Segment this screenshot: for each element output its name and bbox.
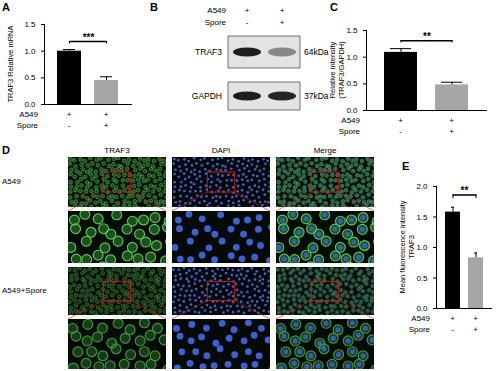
html-text:Mean fluorescence intensity TR: Mean fluorescence intensity TRAF3 xyxy=(398,200,416,294)
html-text:A: A xyxy=(2,1,10,13)
svg-text:0.5: 0.5 xyxy=(416,274,428,283)
html-text:D: D xyxy=(2,144,10,156)
html-text:A549: A549 xyxy=(411,314,430,323)
svg-text:1.5: 1.5 xyxy=(346,26,358,35)
svg-text:0.0: 0.0 xyxy=(24,100,36,109)
html-text:E: E xyxy=(402,160,410,172)
html-text:DAPI: DAPI xyxy=(211,146,231,155)
svg-text:**: ** xyxy=(423,31,431,42)
html-text:C: C xyxy=(330,1,338,13)
svg-text:1.5: 1.5 xyxy=(24,20,36,29)
svg-text:1.0: 1.0 xyxy=(24,47,36,56)
html-text:TRAF3 Relative mRNA: TRAF3 Relative mRNA xyxy=(6,25,15,103)
html-text:A549: A549 xyxy=(207,6,226,15)
svg-text:***: *** xyxy=(83,32,95,43)
html-text:Spore: Spore xyxy=(408,325,430,334)
svg-text:1.5: 1.5 xyxy=(416,213,428,222)
svg-text:**: ** xyxy=(461,185,469,196)
html-text:A549: A549 xyxy=(19,110,38,119)
html-text:Spore: Spore xyxy=(338,127,360,136)
html-text:A549+Spore: A549+Spore xyxy=(2,286,47,295)
html-text:Merge: Merge xyxy=(313,146,337,155)
svg-text:0.5: 0.5 xyxy=(24,73,36,82)
html-text:TRAF3: TRAF3 xyxy=(195,47,222,57)
svg-text:2.0: 2.0 xyxy=(416,182,428,191)
html-text:A549: A549 xyxy=(341,116,360,125)
html-text:B: B xyxy=(150,1,158,13)
html-text:A549: A549 xyxy=(2,177,21,186)
svg-text:1.0: 1.0 xyxy=(416,243,428,252)
svg-text:0.0: 0.0 xyxy=(416,304,428,313)
html-text:64kDa: 64kDa xyxy=(304,47,329,57)
html-text:37kDa: 37kDa xyxy=(304,91,329,101)
html-text:Spore: Spore xyxy=(204,18,226,27)
html-text:TRAF3: TRAF3 xyxy=(104,146,130,155)
html-text:Relative intensity (TRAF3/GAPD: Relative intensity (TRAF3/GAPDH) xyxy=(328,41,346,99)
html-text:Spore: Spore xyxy=(16,121,38,130)
html-text:GAPDH: GAPDH xyxy=(191,91,222,101)
svg-text:1.0: 1.0 xyxy=(346,53,358,62)
svg-text:0.5: 0.5 xyxy=(346,79,358,88)
svg-text:0.0: 0.0 xyxy=(346,106,358,115)
